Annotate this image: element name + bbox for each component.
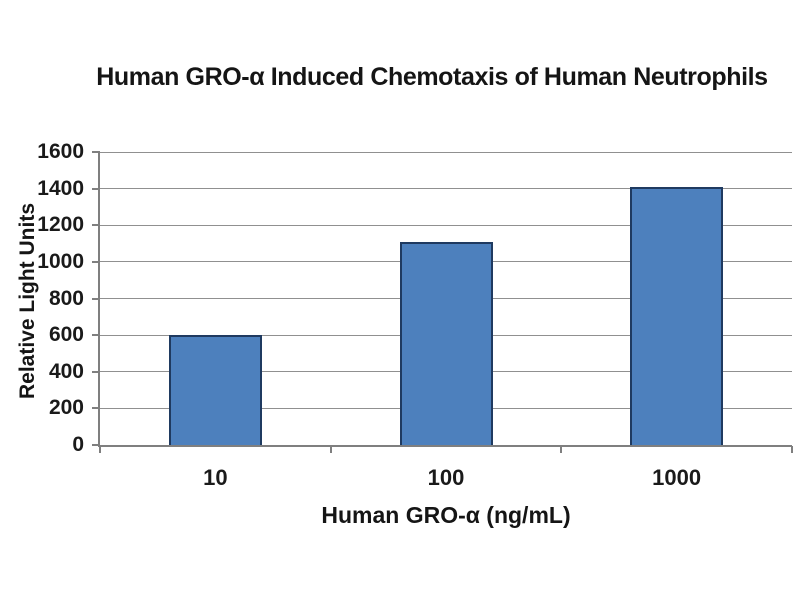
y-tick-mark xyxy=(92,260,100,263)
bar-1000 xyxy=(630,186,724,447)
y-tick-label: 600 xyxy=(48,323,84,347)
x-tick-mark xyxy=(560,446,563,453)
gridline-1600 xyxy=(100,151,792,153)
x-tick-mark xyxy=(329,446,332,453)
y-tick-mark xyxy=(92,334,100,337)
y-tick-mark xyxy=(92,444,100,446)
y-axis-line xyxy=(98,151,100,447)
x-axis-line xyxy=(98,445,792,447)
y-tick-mark xyxy=(92,297,100,300)
gridline-1400 xyxy=(100,188,792,190)
y-tick-label: 1600 xyxy=(37,140,84,163)
y-tick-label: 200 xyxy=(48,396,84,420)
y-tick-label: 400 xyxy=(48,359,84,383)
y-tick-mark xyxy=(92,224,100,227)
x-tick-label: 1000 xyxy=(652,465,702,490)
y-tick-mark xyxy=(92,151,100,153)
y-tick-mark xyxy=(92,370,100,373)
y-tick-label: 800 xyxy=(48,286,84,310)
y-tick-label: 0 xyxy=(72,433,84,456)
y-tick-label: 1400 xyxy=(37,176,84,200)
x-tick-label: 100 xyxy=(427,465,465,490)
y-tick-mark xyxy=(92,407,100,410)
x-tick-mark xyxy=(99,446,101,453)
x-tick-label: 10 xyxy=(203,465,228,490)
y-tick-label: 1000 xyxy=(37,249,84,273)
gridline-1200 xyxy=(100,224,792,226)
x-tick-mark xyxy=(791,446,793,453)
bar-100 xyxy=(399,241,493,447)
x-axis-title: Human GRO-α (ng/mL) xyxy=(321,502,571,528)
bar-10 xyxy=(168,335,262,447)
y-tick-mark xyxy=(92,187,100,190)
y-tick-label: 1200 xyxy=(37,213,84,237)
chart-title: Human GRO-α Induced Chemotaxis of Human … xyxy=(96,63,768,91)
